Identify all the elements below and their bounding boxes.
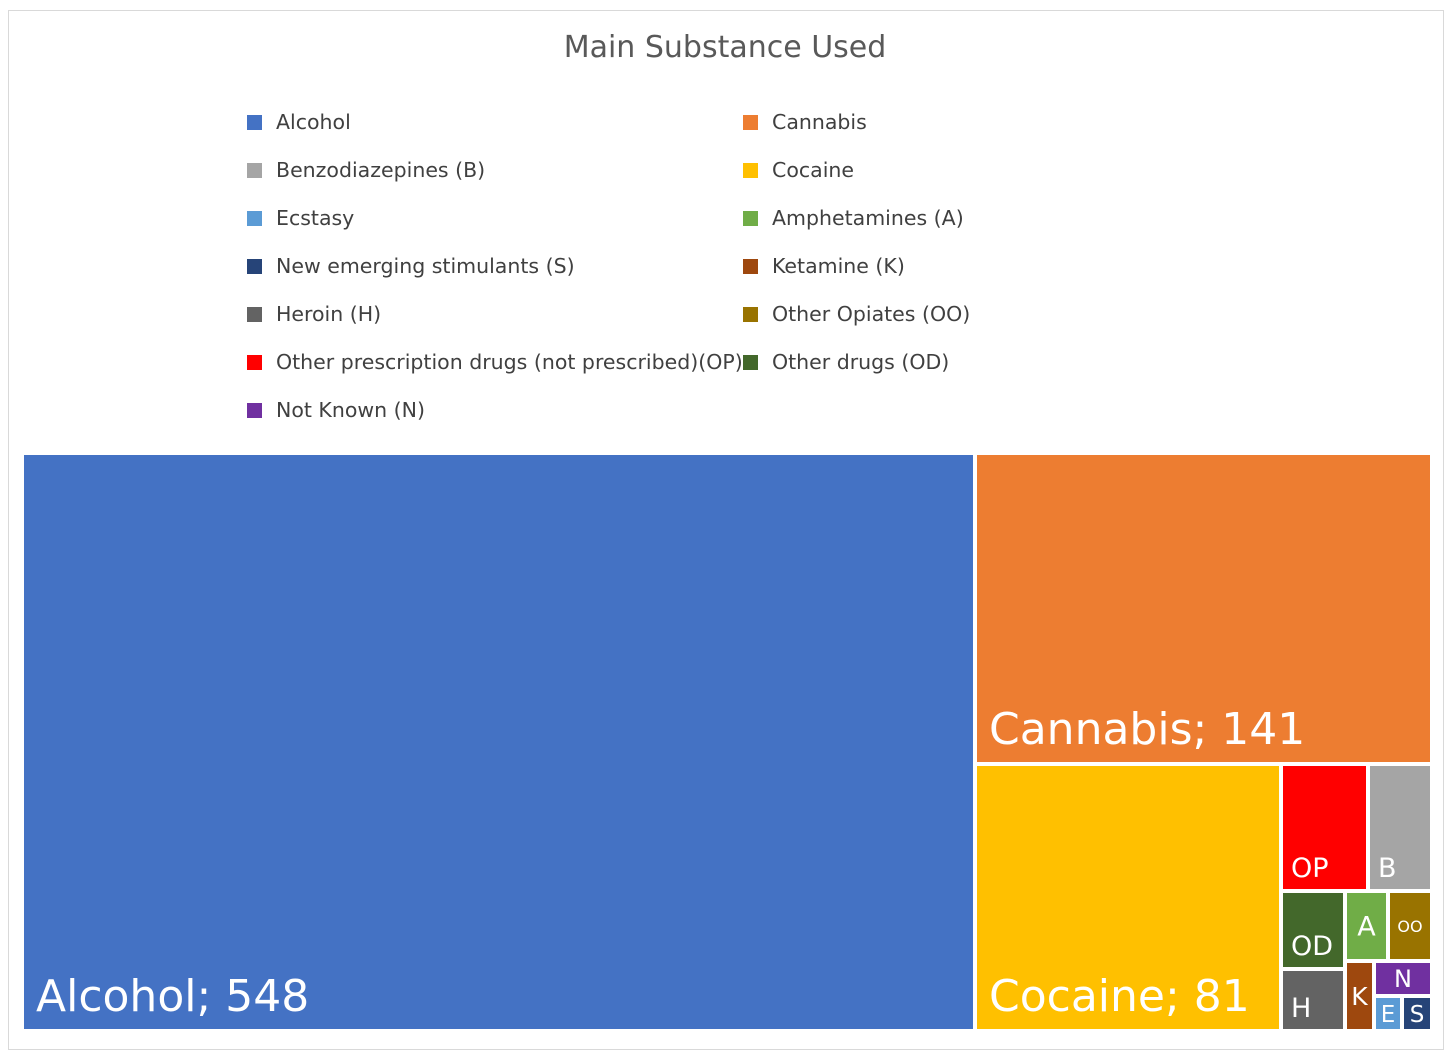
legend-label: Heroin (H) xyxy=(276,302,382,326)
treemap-tile xyxy=(1376,963,1430,994)
treemap-tile-label: H xyxy=(1291,993,1311,1024)
legend-swatch xyxy=(743,210,758,226)
treemap-tile-label: OO xyxy=(1397,917,1422,936)
treemap-tile-label: Alcohol; 548 xyxy=(36,971,309,1022)
legend-label: Cocaine xyxy=(772,158,854,182)
treemap-tile xyxy=(1283,766,1366,889)
legend-label: Not Known (N) xyxy=(276,398,426,422)
treemap-tile-label: OD xyxy=(1291,931,1333,962)
legend-swatch xyxy=(743,306,758,322)
treemap-tile xyxy=(1376,998,1400,1029)
legend-label: Ketamine (K) xyxy=(772,254,905,278)
legend-swatch xyxy=(743,114,758,130)
treemap-tile xyxy=(1347,893,1386,959)
treemap-tile-label: S xyxy=(1410,1002,1425,1028)
treemap-tile xyxy=(977,455,1430,762)
treemap-tile-label: Cocaine; 81 xyxy=(989,971,1250,1022)
legend-item: Cocaine xyxy=(743,156,854,184)
legend-label: Other drugs (OD) xyxy=(772,350,950,374)
treemap-tile xyxy=(977,766,1279,1029)
treemap-tile-label: N xyxy=(1394,965,1412,993)
legend-label: Ecstasy xyxy=(276,206,355,230)
legend-item: Not Known (N) xyxy=(247,396,425,424)
legend-swatch xyxy=(247,162,262,178)
legend-item: New emerging stimulants (S) xyxy=(247,252,575,280)
legend-item: Heroin (H) xyxy=(247,300,381,328)
legend-swatch xyxy=(247,114,262,130)
legend-label: Benzodiazepines (B) xyxy=(276,158,486,182)
treemap-tile-label: A xyxy=(1357,912,1376,943)
treemap-tile-label: B xyxy=(1378,853,1397,884)
legend-item: Ecstasy xyxy=(247,204,354,232)
treemap-tile xyxy=(1347,963,1372,1029)
legend-item: Benzodiazepines (B) xyxy=(247,156,485,184)
legend-swatch xyxy=(247,354,262,370)
treemap-tile-label: K xyxy=(1351,982,1368,1011)
legend-item: Ketamine (K) xyxy=(743,252,905,280)
legend-label: Alcohol xyxy=(276,110,351,134)
treemap-tile xyxy=(1404,998,1430,1029)
legend-swatch xyxy=(247,258,262,274)
legend-swatch xyxy=(247,210,262,226)
legend-item: Amphetamines (A) xyxy=(743,204,964,232)
legend-swatch xyxy=(743,354,758,370)
legend-label: Other Opiates (OO) xyxy=(772,302,971,326)
legend-swatch xyxy=(743,162,758,178)
treemap-tile xyxy=(1370,766,1430,889)
treemap-tile-label: E xyxy=(1381,1002,1396,1028)
legend-item: Other Opiates (OO) xyxy=(743,300,970,328)
legend-swatch xyxy=(247,306,262,322)
legend-swatch xyxy=(247,402,262,418)
legend-label: Other prescription drugs (not prescribed… xyxy=(276,350,743,374)
legend-item: Other drugs (OD) xyxy=(743,348,949,376)
treemap-tile-label: OP xyxy=(1291,853,1329,884)
legend-swatch xyxy=(743,258,758,274)
legend-label: Cannabis xyxy=(772,110,867,134)
treemap-tile xyxy=(1390,893,1430,959)
treemap-tile-label: Cannabis; 141 xyxy=(989,704,1305,755)
legend-item: Other prescription drugs (not prescribed… xyxy=(247,348,743,376)
treemap-tile xyxy=(24,455,973,1029)
treemap-tile xyxy=(1283,893,1343,967)
treemap-tile xyxy=(1283,971,1343,1029)
legend-label: New emerging stimulants (S) xyxy=(276,254,575,278)
legend-item: Cannabis xyxy=(743,108,867,136)
legend-label: Amphetamines (A) xyxy=(772,206,964,230)
legend-item: Alcohol xyxy=(247,108,351,136)
chart-title: Main Substance Used xyxy=(563,30,887,65)
